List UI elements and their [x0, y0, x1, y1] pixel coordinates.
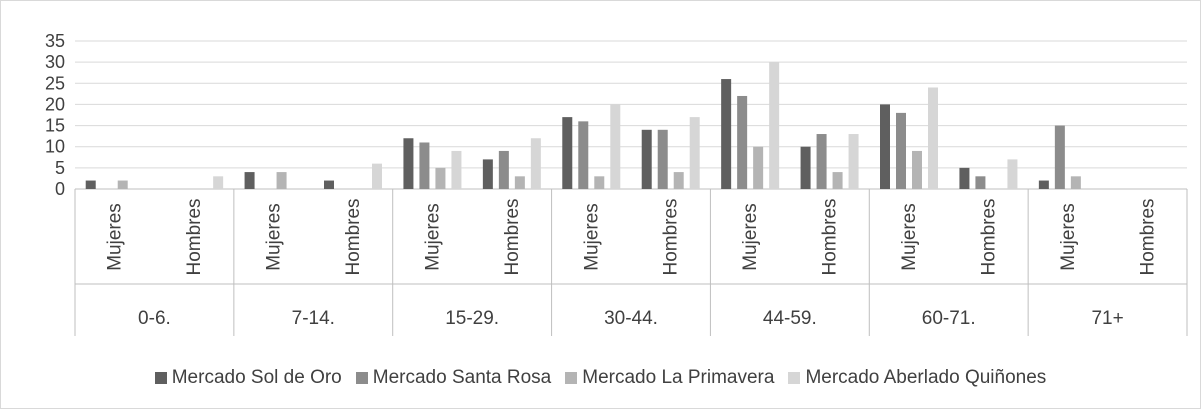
bar-mercado-santa-rosa	[1054, 125, 1065, 189]
subgroup-label: Mujeres	[1058, 203, 1079, 271]
group-label: 7-14.	[292, 308, 335, 329]
group-label: 0-6.	[138, 308, 171, 329]
bar-mercado-santa-rosa	[578, 121, 589, 189]
bar-mercado-la-primavera	[117, 180, 128, 189]
subgroup-label: Mujeres	[422, 203, 443, 271]
legend-label: Mercado Sol de Oro	[171, 367, 342, 388]
legend-label: Mercado Santa Rosa	[372, 367, 552, 388]
bar-mercado-la-primavera	[276, 172, 287, 189]
bar-mercado-sol-de-oro	[880, 104, 890, 189]
y-tick-label: 20	[45, 94, 65, 114]
bar-mercado-sol-de-oro	[959, 167, 970, 189]
bar-mercado-sol-de-oro	[85, 180, 96, 189]
y-tick-label: 25	[45, 73, 65, 93]
y-tick-label: 15	[45, 116, 65, 136]
bar-mercado-la-primavera	[1070, 176, 1081, 189]
y-tick-label: 35	[45, 31, 65, 51]
bar-mercado-aberlado-quiñones	[689, 117, 700, 189]
bar-mercado-sol-de-oro	[800, 146, 811, 189]
subgroup-label: Hombres	[820, 198, 841, 275]
bar-mercado-sol-de-oro	[562, 117, 573, 189]
bar-mercado-aberlado-quiñones	[530, 138, 541, 189]
legend-swatch	[565, 372, 578, 384]
group-label: 30-44.	[604, 308, 658, 329]
subgroup-label: Hombres	[1137, 198, 1158, 275]
bar-mercado-aberlado-quiñones	[1007, 159, 1018, 189]
y-tick-label: 5	[55, 158, 65, 178]
bar-mercado-sol-de-oro	[482, 159, 493, 189]
legend-swatch	[154, 372, 167, 384]
bar-mercado-aberlado-quiñones	[451, 150, 462, 189]
bar-mercado-aberlado-quiñones	[769, 62, 780, 190]
subgroup-label: Mujeres	[581, 203, 602, 271]
y-tick-label: 30	[45, 52, 65, 72]
bar-mercado-aberlado-quiñones	[848, 134, 859, 189]
bar-mercado-la-primavera	[912, 150, 922, 189]
bar-mercado-la-primavera	[673, 172, 684, 189]
bar-mercado-santa-rosa	[657, 129, 668, 189]
bar-mercado-santa-rosa	[498, 150, 509, 189]
bar-mercado-aberlado-quiñones	[213, 176, 224, 189]
bar-mercado-aberlado-quiñones	[372, 163, 382, 189]
y-tick-label: 0	[55, 179, 65, 199]
bar-mercado-santa-rosa	[737, 95, 748, 189]
bar-mercado-aberlado-quiñones	[610, 104, 621, 189]
subgroup-label: Mujeres	[264, 203, 285, 271]
bar-mercado-aberlado-quiñones	[928, 87, 938, 189]
subgroup-label: Hombres	[184, 198, 205, 275]
group-label: 44-59.	[763, 308, 817, 329]
bar-mercado-la-primavera	[435, 167, 446, 189]
bar-mercado-santa-rosa	[896, 112, 906, 189]
legend-item: Mercado Sol de Oro	[154, 367, 342, 389]
bar-mercado-sol-de-oro	[641, 129, 652, 189]
bar-mercado-sol-de-oro	[324, 180, 334, 189]
bar-mercado-la-primavera	[594, 176, 605, 189]
subgroup-label: Mujeres	[105, 203, 126, 271]
subgroup-label: Hombres	[661, 198, 682, 275]
bar-mercado-sol-de-oro	[1038, 180, 1049, 189]
bar-mercado-sol-de-oro	[244, 172, 255, 189]
bar-mercado-la-primavera	[514, 176, 525, 189]
group-label: 60-71.	[922, 308, 976, 329]
legend-swatch	[355, 372, 368, 384]
legend-item: Mercado Santa Rosa	[355, 367, 552, 389]
bar-mercado-santa-rosa	[816, 134, 827, 189]
bar-mercado-la-primavera	[832, 172, 843, 189]
bar-mercado-santa-rosa	[975, 176, 986, 189]
subgroup-label: Hombres	[502, 198, 523, 275]
subgroup-label: Hombres	[978, 198, 999, 275]
legend-swatch	[788, 372, 801, 384]
group-label: 15-29.	[445, 308, 499, 329]
legend-item: Mercado La Primavera	[565, 367, 774, 389]
y-tick-label: 10	[45, 137, 65, 157]
bar-mercado-santa-rosa	[419, 142, 430, 189]
legend: Mercado Sol de Oro Mercado Santa Rosa Merc…	[1, 367, 1200, 389]
legend-label: Mercado La Primavera	[582, 367, 775, 388]
bar-mercado-la-primavera	[753, 146, 764, 189]
subgroup-label: Mujeres	[740, 203, 761, 271]
bar-mercado-sol-de-oro	[403, 138, 414, 189]
legend-label: Mercado Aberlado Quiñones	[805, 367, 1047, 388]
group-label: 71+	[1091, 308, 1123, 329]
bar-mercado-sol-de-oro	[721, 79, 732, 189]
subgroup-label: Hombres	[343, 198, 364, 275]
subgroup-label: Mujeres	[899, 203, 920, 271]
legend-item: Mercado Aberlado Quiñones	[788, 367, 1046, 389]
